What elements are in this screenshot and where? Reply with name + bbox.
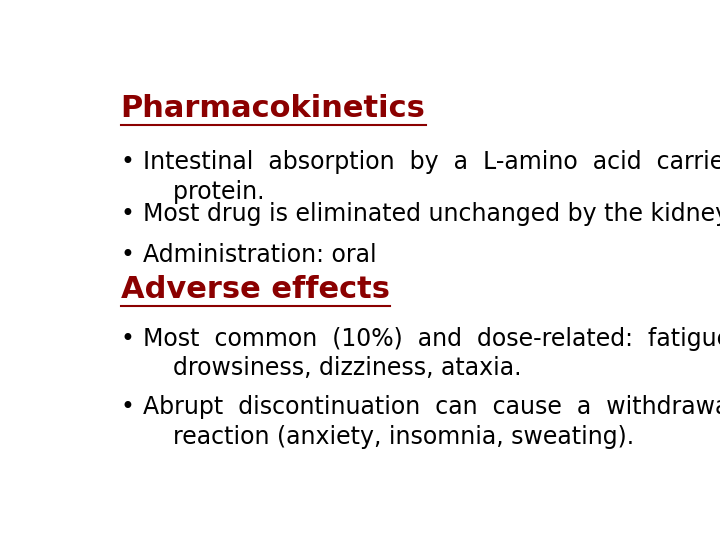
Text: •: • bbox=[121, 327, 135, 351]
Text: •: • bbox=[121, 150, 135, 174]
Text: Most drug is eliminated unchanged by the kidney: Most drug is eliminated unchanged by the… bbox=[143, 201, 720, 226]
Text: Adverse effects: Adverse effects bbox=[121, 275, 390, 304]
Text: Most  common  (10%)  and  dose-related:  fatigue,
    drowsiness, dizziness, ata: Most common (10%) and dose-related: fati… bbox=[143, 327, 720, 381]
Text: Abrupt  discontinuation  can  cause  a  withdrawal
    reaction (anxiety, insomn: Abrupt discontinuation can cause a withd… bbox=[143, 395, 720, 449]
Text: •: • bbox=[121, 395, 135, 420]
Text: •: • bbox=[121, 242, 135, 267]
Text: •: • bbox=[121, 201, 135, 226]
Text: Pharmacokinetics: Pharmacokinetics bbox=[121, 94, 426, 123]
Text: Administration: oral: Administration: oral bbox=[143, 242, 377, 267]
Text: Intestinal  absorption  by  a  L-amino  acid  carrier
    protein.: Intestinal absorption by a L-amino acid … bbox=[143, 150, 720, 204]
